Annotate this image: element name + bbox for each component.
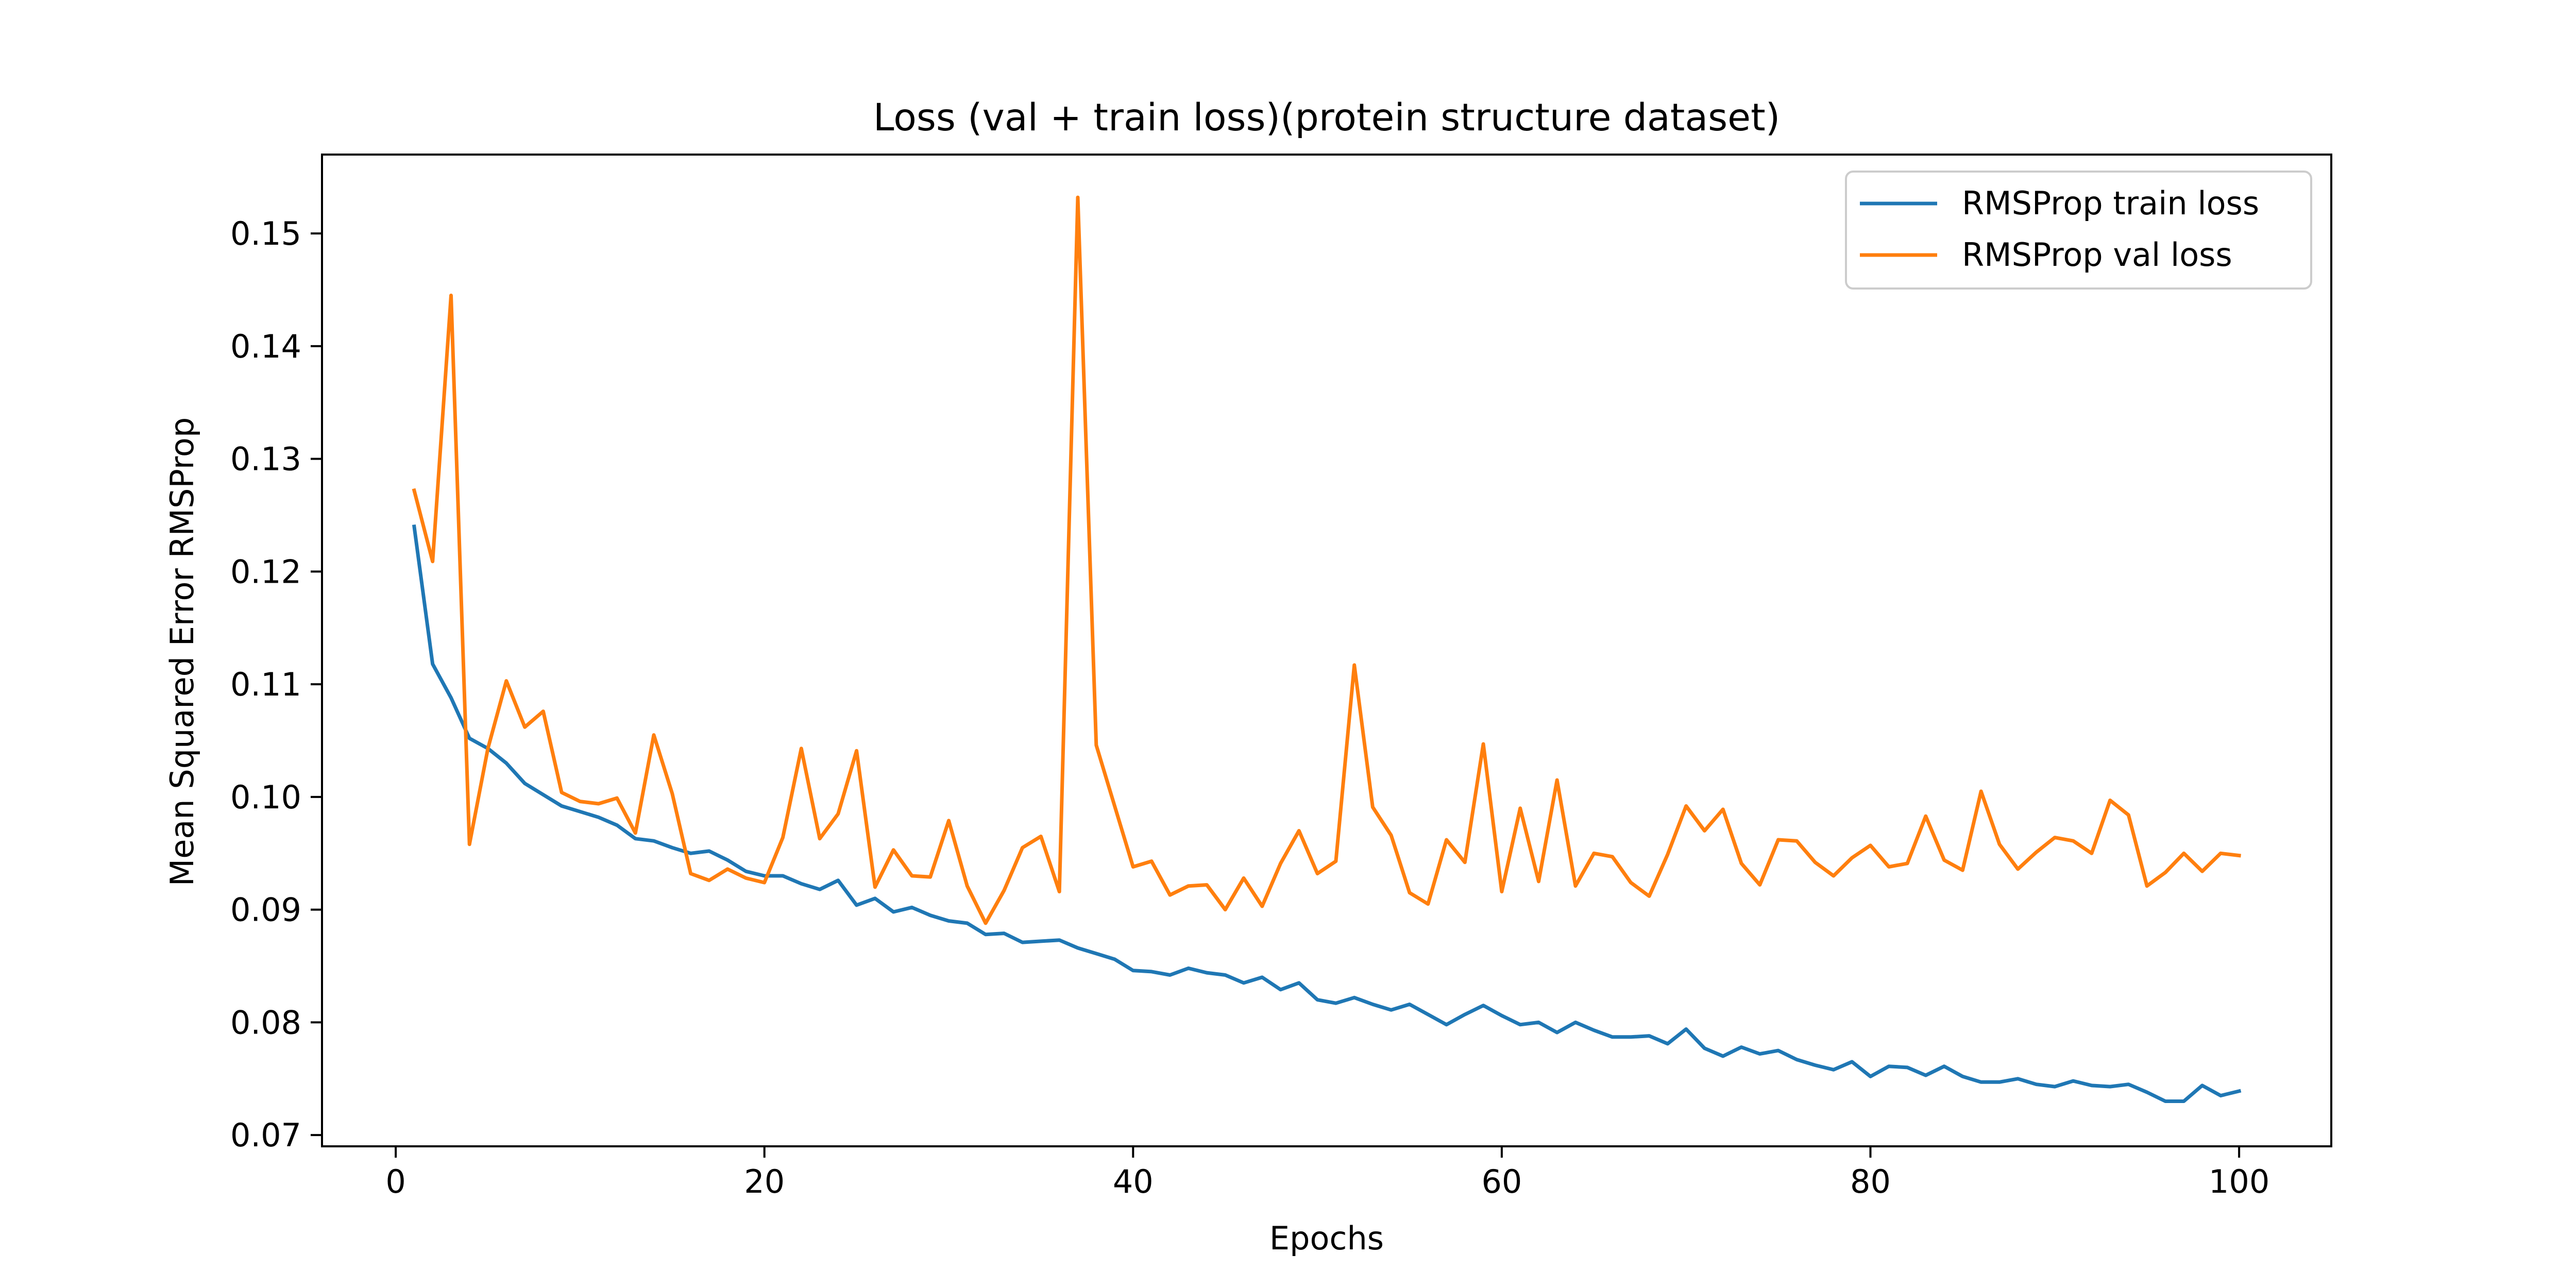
plot-frame <box>321 154 2332 1147</box>
legend-box <box>1845 171 2312 290</box>
x-tick-label: 80 <box>1850 1163 1891 1200</box>
y-tick-label: 0.13 <box>230 440 301 478</box>
val-loss-line <box>412 195 2241 925</box>
series-layer <box>412 195 2242 1103</box>
legend: RMSProp train loss RMSProp val loss <box>1845 171 2312 290</box>
y-tick-label: 0.10 <box>230 778 301 816</box>
y-tick-label: 0.12 <box>230 553 301 590</box>
train-loss-line <box>412 524 2242 1103</box>
y-axis-ticks: 0.07 0.08 0.09 0.10 0.11 0.12 0.13 0.14 0.15 <box>230 215 322 1154</box>
y-tick-label: 0.15 <box>230 215 301 252</box>
y-tick-label: 0.14 <box>230 328 301 365</box>
x-tick-label: 0 <box>385 1163 405 1200</box>
y-tick-label: 0.08 <box>230 1004 301 1041</box>
legend-label-train: RMSProp train loss <box>1962 184 2259 222</box>
y-tick-label: 0.09 <box>230 891 301 929</box>
x-tick-label: 20 <box>744 1163 785 1200</box>
x-axis-ticks: 0 20 40 60 80 100 <box>385 1146 2269 1200</box>
x-tick-label: 60 <box>1481 1163 1522 1200</box>
x-tick-label: 40 <box>1113 1163 1154 1200</box>
legend-label-val: RMSProp val loss <box>1962 236 2232 274</box>
chart-title: Loss (val + train loss)(protein structur… <box>873 96 1780 140</box>
y-axis-label: Mean Squared Error RMSProp <box>163 417 201 886</box>
x-tick-label: 100 <box>2209 1163 2269 1200</box>
y-tick-label: 0.11 <box>230 666 301 703</box>
y-tick-label: 0.07 <box>230 1116 301 1154</box>
x-axis-label: Epochs <box>1269 1219 1384 1257</box>
